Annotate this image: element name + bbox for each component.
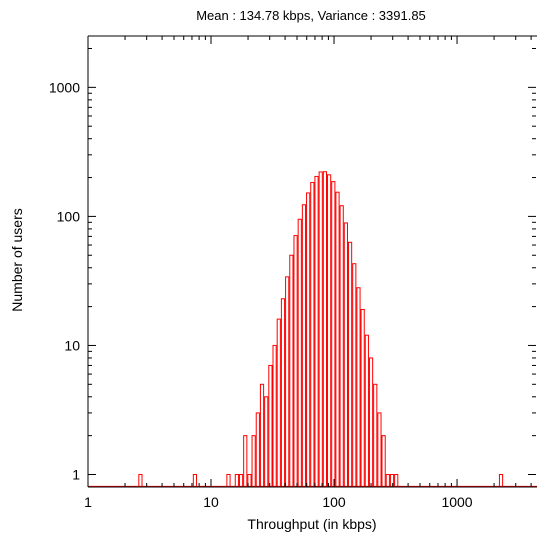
plot-frame [87,35,537,488]
x-axis-label: Throughput (in kbps) [247,516,376,532]
y-tick-label: 1 [72,466,80,482]
y-tick-label: 10 [64,337,80,353]
histogram-bar [498,473,504,487]
histogram-bar [381,435,386,488]
histogram-bar [331,181,336,488]
bar-group [88,171,537,488]
chart-title: Mean : 134.78 kbps, Variance : 3391.85 [196,8,426,23]
x-tick-label: 10 [203,494,219,510]
histogram-bar [280,298,286,487]
histogram-bar [264,396,269,487]
histogram-bar [335,191,340,487]
histogram-bar [285,276,290,488]
histogram-bar [289,254,294,487]
histogram-bar [268,364,273,488]
histogram-bar [297,218,302,488]
histogram-bar [368,357,374,487]
histogram-bar [293,235,298,487]
y-tick-label: 100 [57,208,81,224]
histogram-bar [243,435,248,488]
y-tick-label: 1000 [49,79,80,95]
histogram-bar [259,383,265,487]
x-axis-ticks: 1 10 100 1000 [84,36,532,510]
histogram-bar [339,205,344,487]
histogram-bar [394,473,399,487]
histogram-bar [301,204,307,488]
histogram-bar [306,192,311,487]
y-axis-label: Number of users [9,208,25,311]
histogram-bar [251,435,256,488]
histogram-bar [352,263,357,487]
histogram-bar [327,174,332,487]
x-tick-label: 100 [322,494,346,510]
histogram-bar [192,473,198,487]
histogram-bar [343,222,348,488]
histogram-bar [238,473,244,487]
histogram-bar [377,412,382,487]
histogram-bar [314,175,319,487]
histogram-bar [373,383,378,487]
histogram-bar [138,473,143,487]
histogram-bar [364,334,369,487]
histogram-bar [360,308,365,487]
histogram-bar [347,241,353,487]
histogram-bar [318,171,323,487]
x-tick-label: 1 [84,494,92,510]
histogram-bar [226,473,231,487]
y-axis-ticks: 1 10 100 1000 [49,48,536,482]
histogram-bar [322,171,328,487]
histogram-bar [255,412,260,487]
histogram-bar [310,182,315,487]
histogram-bar [234,473,239,487]
histogram-bar [385,473,390,487]
histogram-bar [272,344,277,487]
histogram-bar [276,318,281,488]
x-tick-label: 1000 [441,494,472,510]
histogram-bar [356,287,361,487]
